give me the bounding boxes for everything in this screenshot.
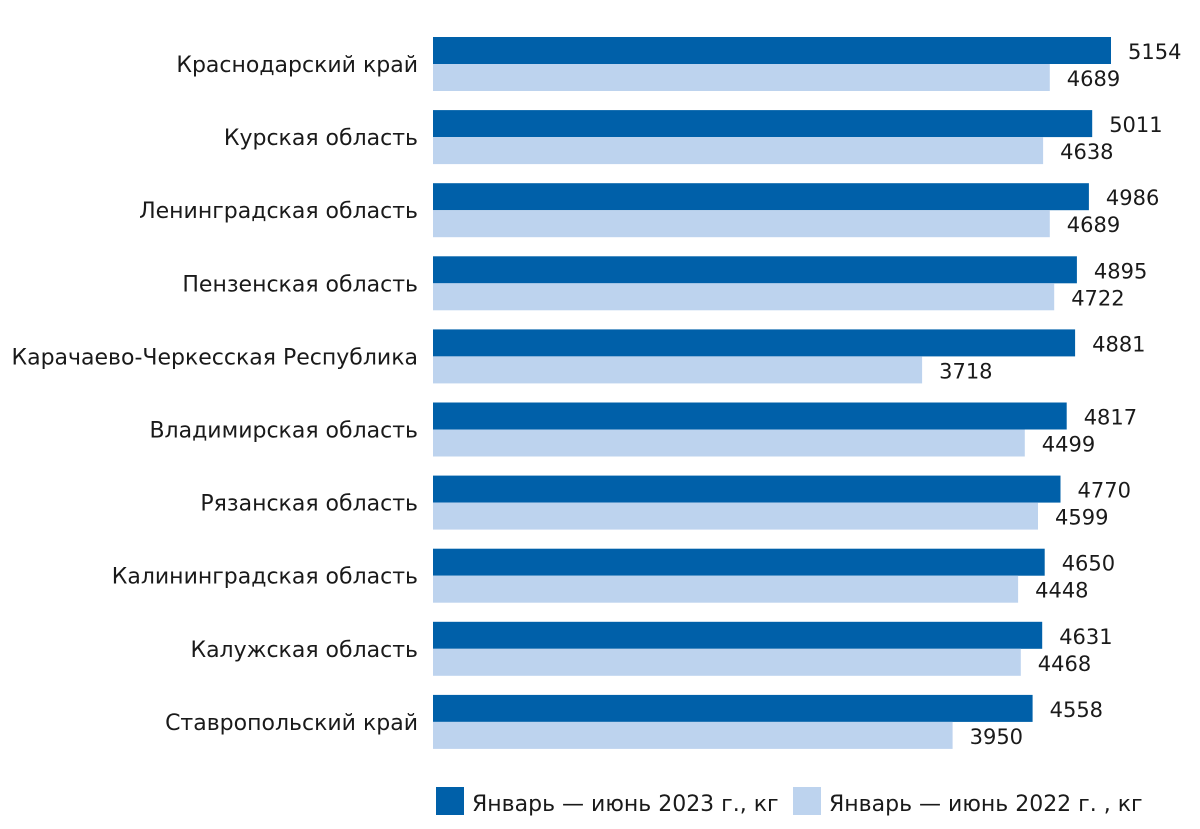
- value-label: 4722: [1071, 286, 1124, 310]
- value-label: 3950: [970, 725, 1023, 749]
- category-label: Рязанская область: [200, 492, 418, 517]
- bar-2022: [433, 502, 1038, 530]
- category-label: Пензенская область: [182, 272, 418, 297]
- category-label: Ленинградская область: [139, 199, 418, 224]
- legend-label-2023: Январь — июнь 2023 г., кг: [472, 792, 779, 817]
- bar-2023: [433, 475, 1061, 503]
- value-label: 4650: [1062, 552, 1115, 576]
- value-label: 4689: [1067, 213, 1120, 237]
- value-label: 4599: [1055, 506, 1108, 530]
- value-label: 5154: [1128, 40, 1181, 64]
- bar-2022: [433, 283, 1055, 311]
- bar-2023: [433, 110, 1093, 138]
- value-label: 3718: [939, 359, 992, 383]
- category-label: Ставропольский край: [165, 711, 418, 736]
- category-label: Карачаево-Черкесская Республика: [11, 345, 418, 370]
- bar-2022: [433, 721, 953, 749]
- category-label: Владимирская область: [149, 419, 418, 444]
- value-label: 4770: [1078, 479, 1131, 503]
- value-label: 5011: [1109, 113, 1162, 137]
- bar-2022: [433, 356, 923, 384]
- value-label: 4817: [1084, 406, 1137, 430]
- bars-layer: [433, 37, 1111, 749]
- bar-2023: [433, 621, 1043, 649]
- value-label: 4468: [1038, 652, 1091, 676]
- value-label: 4881: [1092, 332, 1145, 356]
- category-label: Курская область: [224, 126, 418, 151]
- value-label: 4638: [1060, 140, 1113, 164]
- bar-2023: [433, 694, 1033, 722]
- legend-swatch-2023: [436, 787, 464, 815]
- value-label: 4499: [1042, 433, 1095, 457]
- bar-2023: [433, 548, 1045, 576]
- bar-2023: [433, 329, 1076, 357]
- labels-layer: Краснодарский край 5154 4689 Курская област…: [11, 40, 1181, 749]
- value-label: 4895: [1094, 259, 1147, 283]
- bar-2022: [433, 429, 1025, 457]
- bar-2022: [433, 64, 1050, 91]
- bar-2022: [433, 210, 1050, 238]
- category-label: Краснодарский край: [176, 53, 418, 78]
- bar-2022: [433, 137, 1044, 165]
- bar-2023: [433, 183, 1089, 211]
- bar-2022: [433, 648, 1021, 676]
- value-label: 4558: [1050, 698, 1103, 722]
- value-label: 4689: [1067, 67, 1120, 91]
- bar-2023: [433, 37, 1111, 64]
- bar-2023: [433, 256, 1077, 284]
- bar-2023: [433, 402, 1067, 430]
- value-label: 4631: [1059, 625, 1112, 649]
- value-label: 4448: [1035, 579, 1088, 603]
- value-label: 4986: [1106, 186, 1159, 210]
- category-label: Калининградская область: [112, 565, 418, 590]
- legend: Январь — июнь 2023 г., кг Январь — июнь …: [436, 787, 1143, 817]
- bar-2022: [433, 575, 1019, 603]
- category-label: Калужская область: [190, 638, 418, 663]
- legend-label-2022: Январь — июнь 2022 г. , кг: [829, 792, 1143, 817]
- legend-swatch-2022: [793, 787, 821, 815]
